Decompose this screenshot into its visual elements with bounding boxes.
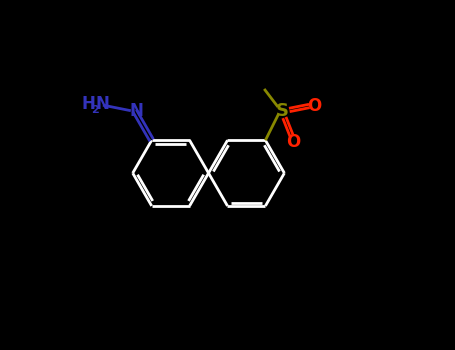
Text: N: N — [96, 95, 110, 113]
Text: N: N — [130, 102, 143, 120]
Text: 2: 2 — [91, 105, 99, 115]
Text: O: O — [308, 97, 322, 114]
Text: O: O — [286, 133, 300, 151]
Text: H: H — [81, 95, 96, 113]
Text: S: S — [276, 102, 289, 120]
